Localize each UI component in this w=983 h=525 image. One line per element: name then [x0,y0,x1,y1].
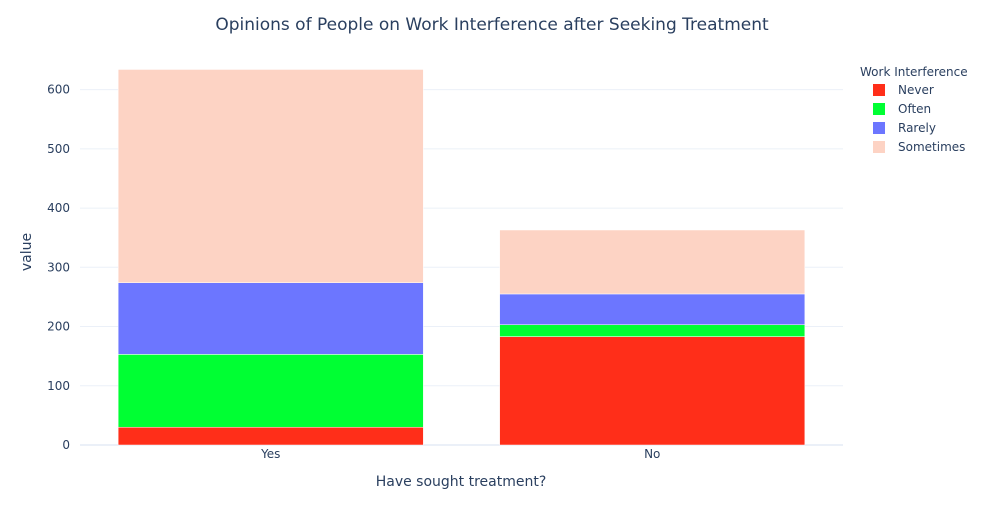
bar-rarely-no[interactable] [499,293,806,326]
bars [117,69,806,446]
y-tick-label: 300 [47,260,70,274]
bar-often-yes[interactable] [117,354,424,428]
y-tick-labels: 0 100 200 300 400 500 600 [47,83,70,452]
x-tick-label: No [644,447,660,461]
y-tick-label: 0 [62,438,70,452]
bar-never-yes[interactable] [117,426,424,446]
y-axis-title: value [19,233,35,271]
legend-label-never[interactable]: Never [898,83,934,97]
bar-rarely-yes[interactable] [117,282,424,355]
legend[interactable]: Work Interference Never Often Rarely Someti… [860,65,968,154]
x-tick-label: Yes [260,447,280,461]
bar-often-no[interactable] [499,324,806,337]
legend-swatch-never[interactable] [873,84,885,96]
chart-title: Opinions of People on Work Interference … [215,15,769,35]
bar-sometimes-yes[interactable] [117,69,424,283]
legend-label-rarely[interactable]: Rarely [898,121,936,135]
y-tick-label: 200 [47,320,70,334]
x-axis-title: Have sought treatment? [376,474,547,490]
bar-sometimes-no[interactable] [499,229,806,295]
y-tick-label: 400 [47,201,70,215]
y-tick-label: 600 [47,83,70,97]
legend-label-sometimes[interactable]: Sometimes [898,140,965,154]
x-tick-labels: Yes No [260,447,660,461]
y-tick-label: 100 [47,379,70,393]
legend-label-often[interactable]: Often [898,102,931,116]
legend-swatch-often[interactable] [873,103,885,115]
bar-never-no[interactable] [499,336,806,446]
legend-swatch-rarely[interactable] [873,122,885,134]
legend-swatch-sometimes[interactable] [873,141,885,153]
y-tick-label: 500 [47,142,70,156]
legend-title: Work Interference [860,65,968,79]
